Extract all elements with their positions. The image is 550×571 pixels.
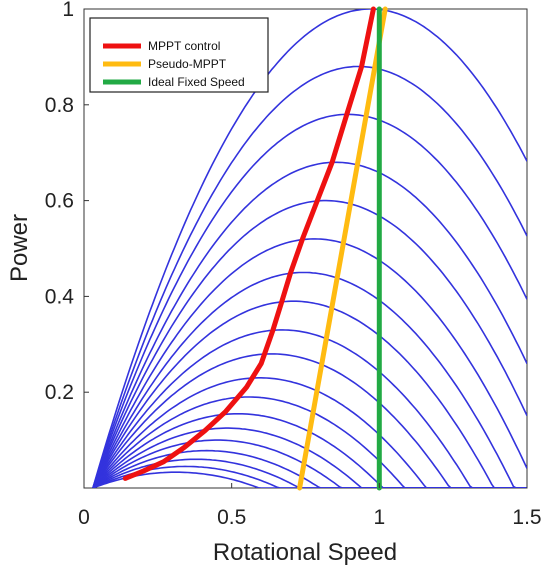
- power-curve-5: [92, 238, 527, 488]
- power-curve-18: [92, 471, 527, 488]
- power-curve-0: [92, 9, 527, 488]
- power-curve-10: [92, 376, 527, 488]
- legend: MPPT control Pseudo-MPPT Ideal Fixed Speed: [89, 17, 269, 93]
- power-curve-4: [92, 199, 527, 488]
- legend-label-2: Ideal Fixed Speed: [148, 75, 245, 89]
- x-tick-label-3: 1.5: [512, 506, 541, 529]
- x-tick-label-0: 0: [78, 506, 90, 529]
- y-tick-label-1: 0.4: [45, 285, 75, 308]
- legend-label-1: Pseudo-MPPT: [148, 57, 227, 71]
- axes: 0 0.5 1 1.5 0.2 0.4 0.6 0.8 1: [45, 0, 542, 529]
- y-tick-label-4: 1: [62, 0, 74, 21]
- power-curve-15: [92, 449, 527, 488]
- y-tick-label-2: 0.6: [45, 190, 74, 213]
- y-tick-label-3: 0.8: [45, 94, 74, 117]
- power-curve-3: [92, 161, 527, 488]
- power-curve-1: [92, 65, 527, 488]
- power-curve-7: [92, 300, 527, 488]
- power-curve-11: [92, 396, 527, 488]
- y-axis-label: Power: [6, 214, 33, 282]
- x-tick-label-2: 1: [373, 506, 385, 529]
- power-curve-9: [92, 353, 527, 488]
- x-tick-label-1: 0.5: [217, 506, 246, 529]
- series-line-0: [122, 6, 376, 481]
- power-curve-6: [92, 271, 527, 488]
- power-curve-17: [92, 465, 527, 488]
- series-lines: [122, 6, 388, 491]
- power-curve-14: [92, 439, 527, 488]
- power-curve-2: [92, 113, 527, 488]
- series-line-1: [297, 6, 388, 491]
- x-axis-label: Rotational Speed: [213, 539, 397, 566]
- y-tick-label-0: 0.2: [45, 381, 74, 404]
- legend-label-0: MPPT control: [148, 39, 220, 53]
- power-curve-13: [92, 427, 527, 488]
- power-curve-8: [92, 329, 527, 488]
